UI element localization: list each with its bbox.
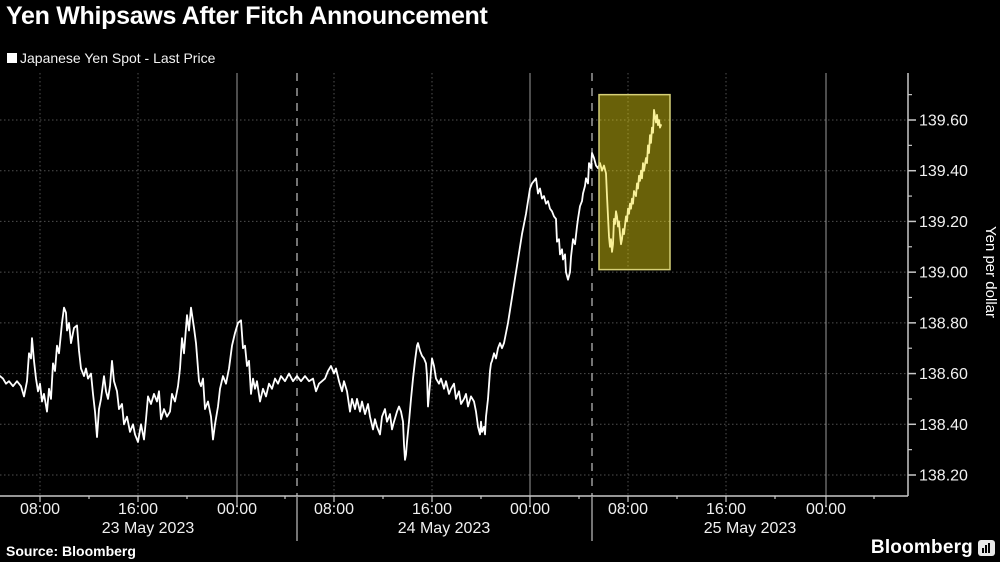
y-tick-label: 139.00 <box>919 265 968 282</box>
legend: Japanese Yen Spot - Last Price <box>7 50 215 66</box>
bar-chart-icon <box>978 540 995 556</box>
bloomberg-logo: Bloomberg <box>871 537 995 559</box>
y-tick-label: 138.80 <box>919 315 968 332</box>
x-time-label: 08:00 <box>608 501 648 518</box>
y-tick-label: 139.60 <box>919 113 968 130</box>
legend-label: Japanese Yen Spot - Last Price <box>20 50 216 66</box>
x-date-label: 24 May 2023 <box>398 520 491 537</box>
y-tick-label: 138.20 <box>919 468 968 485</box>
x-time-label: 08:00 <box>314 501 354 518</box>
highlight-box <box>598 93 671 271</box>
y-tick-label: 138.40 <box>919 417 968 434</box>
x-date-label: 23 May 2023 <box>102 520 195 537</box>
x-time-label: 00:00 <box>217 501 257 518</box>
source-credit: Source: Bloomberg <box>6 543 136 559</box>
price-line <box>0 109 662 461</box>
x-date-label: 25 May 2023 <box>704 520 797 537</box>
bloomberg-wordmark: Bloomberg <box>870 537 973 558</box>
page-title: Yen Whipsaws After Fitch Announcement <box>6 2 488 30</box>
x-time-label: 16:00 <box>706 501 746 518</box>
x-time-label: 08:00 <box>20 501 60 518</box>
y-tick-label: 139.20 <box>919 214 968 231</box>
x-time-label: 00:00 <box>806 501 846 518</box>
x-time-label: 16:00 <box>118 501 158 518</box>
y-tick-label: 138.60 <box>919 366 968 383</box>
y-tick-label: 139.40 <box>919 163 968 180</box>
x-time-label: 00:00 <box>510 501 550 518</box>
y-axis-title: Yen per dollar <box>982 226 999 318</box>
x-time-label: 16:00 <box>412 501 452 518</box>
legend-swatch-icon <box>7 53 17 63</box>
